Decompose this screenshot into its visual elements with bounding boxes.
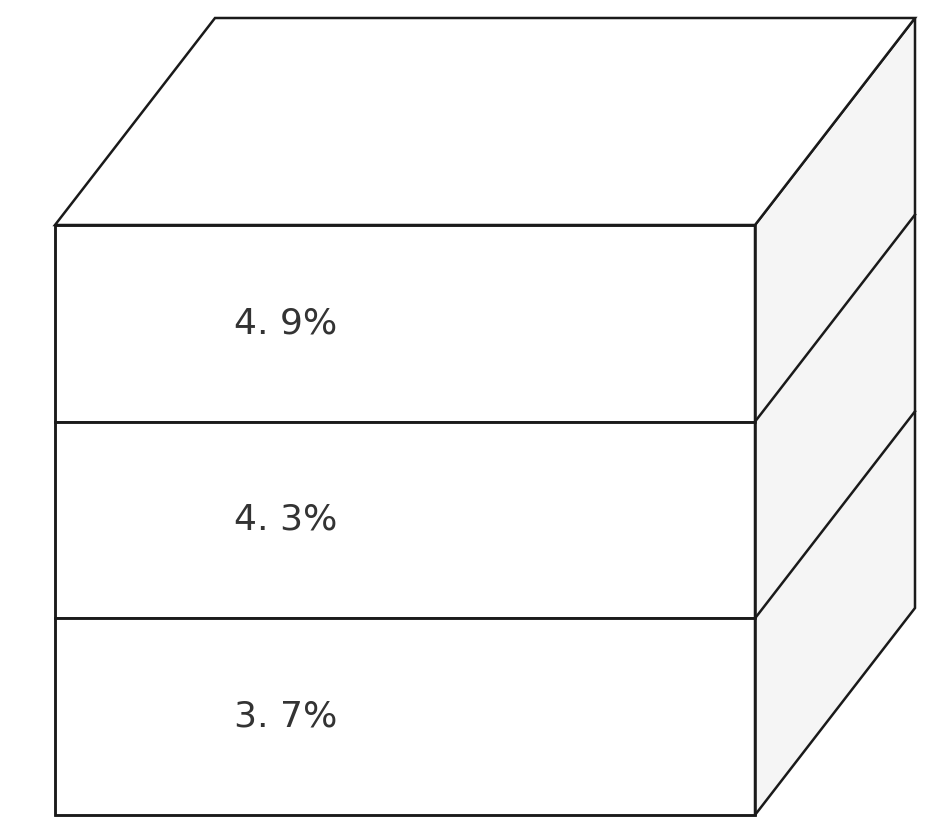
Text: 4. 9%: 4. 9% xyxy=(235,306,338,341)
Polygon shape xyxy=(55,18,915,225)
Text: 3. 7%: 3. 7% xyxy=(234,700,338,734)
Polygon shape xyxy=(55,422,755,619)
Polygon shape xyxy=(55,225,755,422)
Polygon shape xyxy=(755,18,915,815)
Polygon shape xyxy=(55,619,755,815)
Text: 4. 3%: 4. 3% xyxy=(234,503,338,537)
